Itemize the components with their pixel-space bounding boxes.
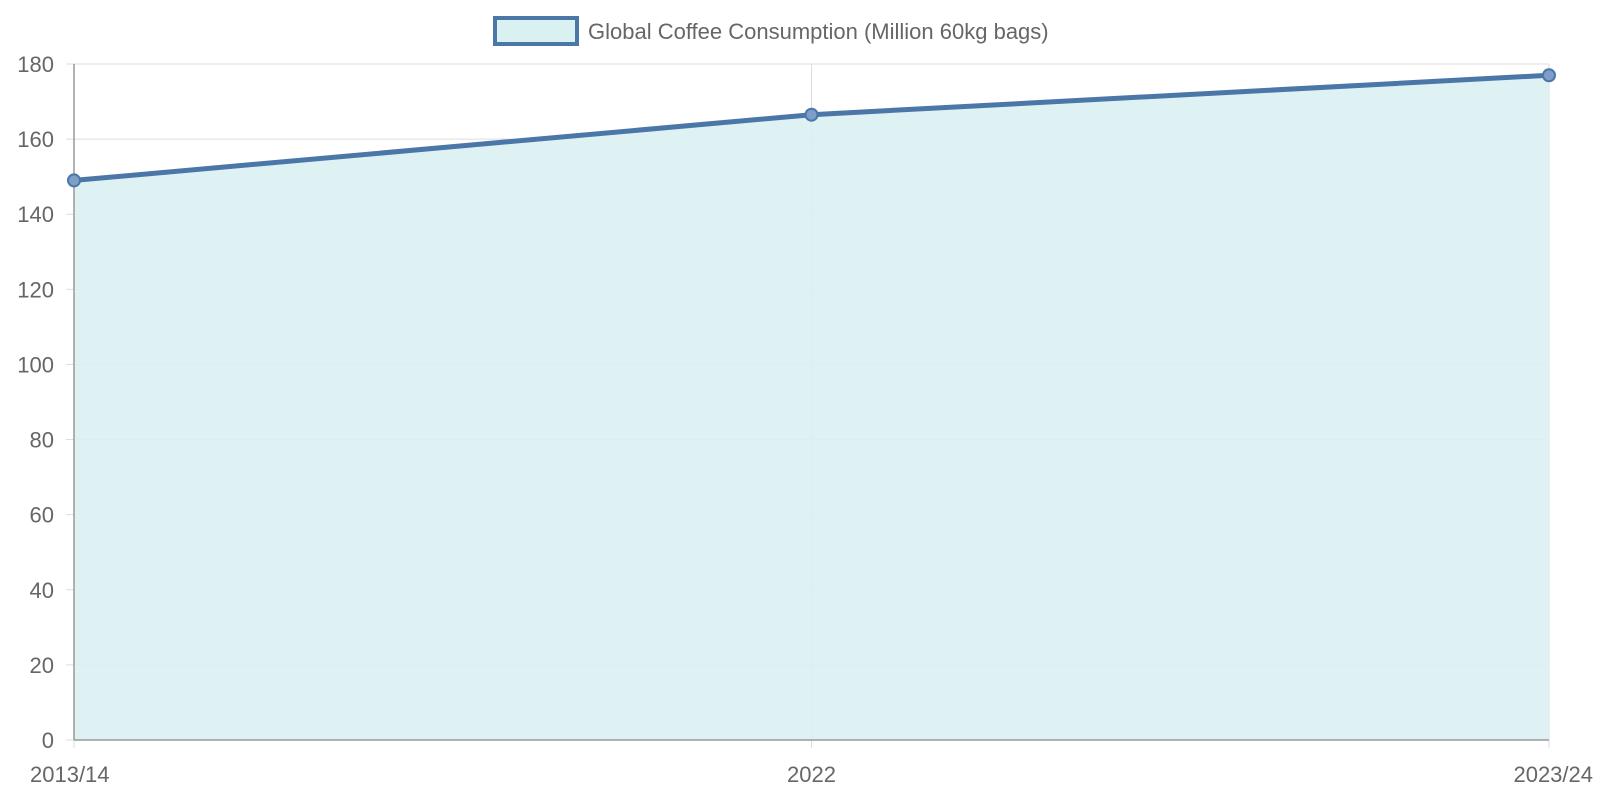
y-tick-label: 80 bbox=[30, 428, 54, 453]
x-tick-label: 2022 bbox=[787, 762, 836, 787]
legend[interactable]: Global Coffee Consumption (Million 60kg … bbox=[493, 16, 1049, 46]
data-point bbox=[67, 173, 81, 188]
y-tick-label: 20 bbox=[30, 653, 54, 678]
legend-label: Global Coffee Consumption (Million 60kg … bbox=[588, 19, 1049, 44]
x-tick-label: 2023/24 bbox=[1513, 762, 1593, 787]
y-tick-label: 120 bbox=[17, 277, 54, 302]
y-tick-label: 0 bbox=[42, 728, 54, 753]
y-tick-label: 180 bbox=[17, 52, 54, 77]
x-axis-tick-labels: 2013/14 2022 2023/24 bbox=[30, 762, 1593, 787]
series-area-fill bbox=[74, 75, 1549, 741]
y-tick-label: 160 bbox=[17, 127, 54, 152]
data-point bbox=[1542, 68, 1556, 83]
legend-swatch bbox=[493, 16, 579, 46]
y-tick-label: 60 bbox=[30, 503, 54, 528]
y-axis-tick-labels: 0 20 40 60 80 100 120 140 160 180 bbox=[17, 52, 54, 753]
x-tick-label: 2013/14 bbox=[30, 762, 110, 787]
y-tick-label: 140 bbox=[17, 202, 54, 227]
data-points bbox=[67, 68, 1556, 188]
y-tick-label: 100 bbox=[17, 352, 54, 377]
data-point bbox=[804, 107, 819, 122]
series-area bbox=[74, 75, 1549, 741]
y-tick-label: 40 bbox=[30, 578, 54, 603]
